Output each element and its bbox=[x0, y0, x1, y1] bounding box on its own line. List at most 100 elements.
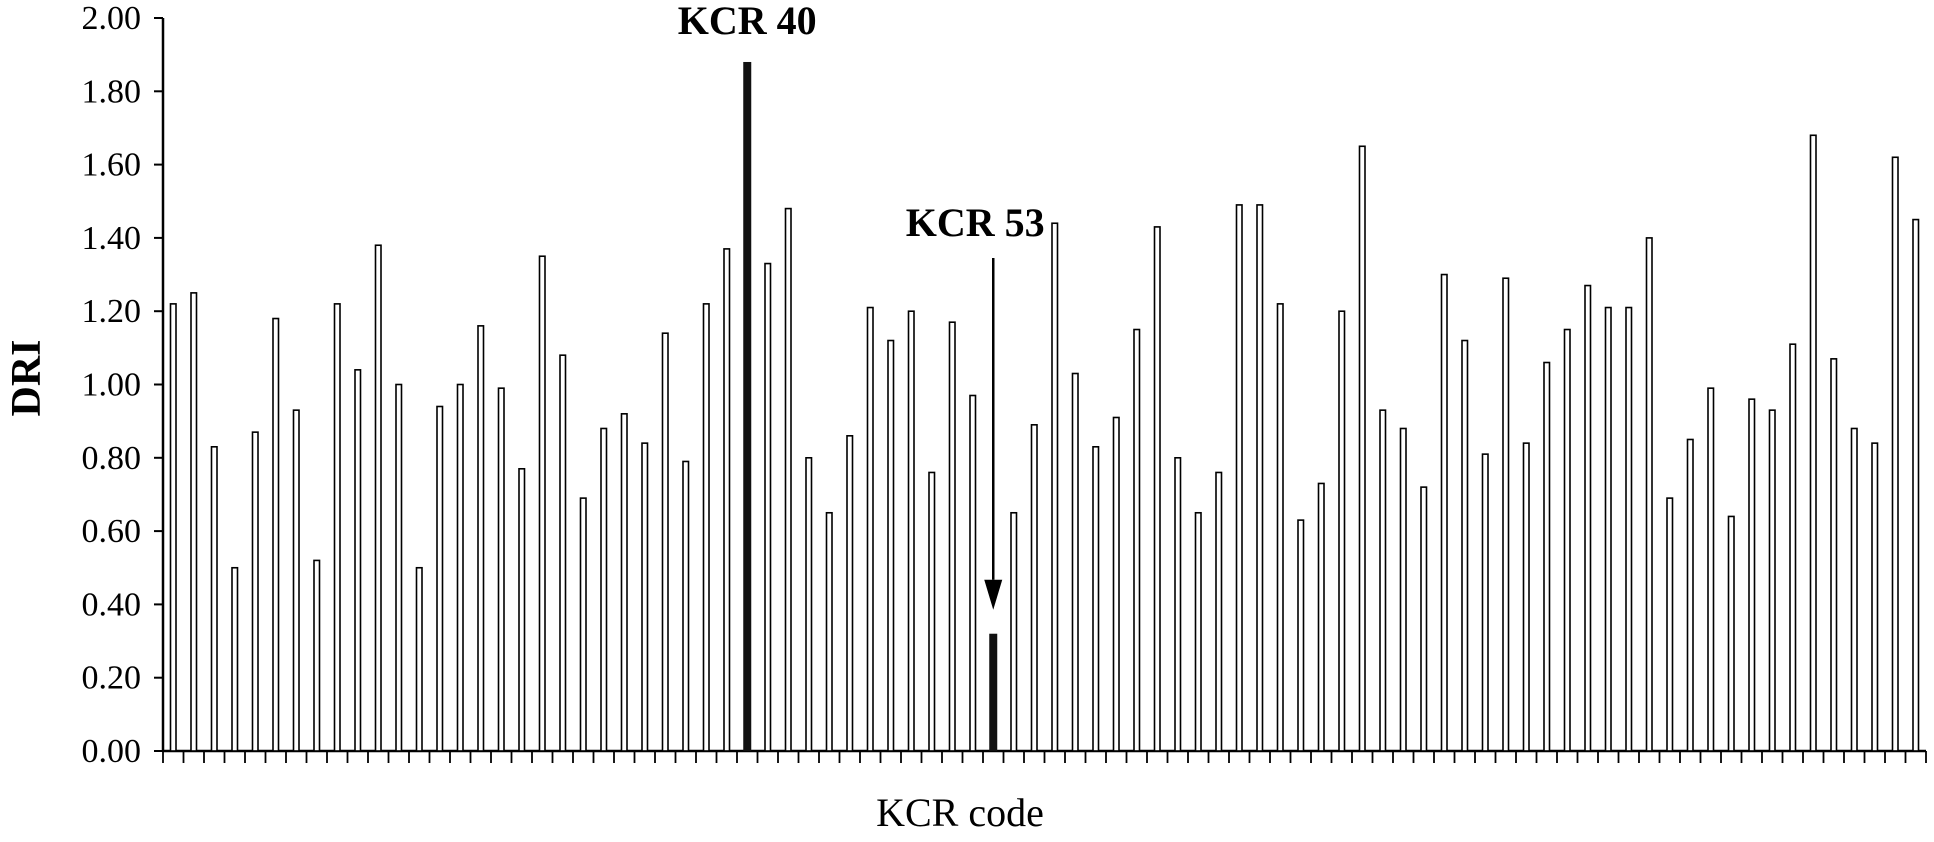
bar bbox=[1399, 427, 1407, 752]
bar bbox=[1748, 398, 1756, 752]
y-tick-label: 0.40 bbox=[82, 586, 142, 623]
y-tick-label: 1.40 bbox=[82, 220, 142, 257]
bar bbox=[1215, 471, 1223, 752]
bar bbox=[1256, 204, 1264, 752]
bar bbox=[702, 303, 710, 752]
x-axis bbox=[162, 749, 1927, 763]
annotation-label: KCR 40 bbox=[678, 0, 817, 43]
bar bbox=[1850, 427, 1858, 752]
bar bbox=[1461, 339, 1469, 752]
bar bbox=[907, 310, 915, 752]
bars bbox=[169, 61, 1920, 752]
bar bbox=[1707, 387, 1715, 752]
bar bbox=[1071, 372, 1079, 752]
bar bbox=[272, 317, 280, 752]
bar bbox=[354, 369, 362, 752]
bar bbox=[1297, 519, 1305, 752]
bar bbox=[1625, 306, 1633, 752]
y-tick-label: 1.20 bbox=[82, 293, 142, 330]
bar bbox=[969, 394, 977, 752]
y-tick-label: 1.00 bbox=[82, 367, 142, 404]
bar bbox=[1112, 416, 1120, 752]
y-tick-label: 0.60 bbox=[82, 513, 142, 550]
bar bbox=[1563, 328, 1571, 752]
bar bbox=[190, 292, 198, 752]
y-tick-label: 0.80 bbox=[82, 440, 142, 477]
bar bbox=[1379, 409, 1387, 752]
bar bbox=[846, 435, 854, 752]
y-tick-label: 0.20 bbox=[82, 660, 142, 697]
annotation-label: KCR 53 bbox=[906, 200, 1045, 245]
bar bbox=[1420, 486, 1428, 752]
bar bbox=[1789, 343, 1797, 752]
bar bbox=[620, 413, 628, 752]
bar bbox=[784, 207, 792, 752]
bar bbox=[374, 244, 382, 752]
bar bbox=[1871, 442, 1879, 752]
bar bbox=[1317, 482, 1325, 752]
bar bbox=[1133, 328, 1141, 752]
bar bbox=[1051, 222, 1059, 752]
y-tick-label: 2.00 bbox=[82, 0, 142, 37]
bar bbox=[1666, 497, 1674, 752]
bar bbox=[600, 427, 608, 752]
bar bbox=[1440, 273, 1448, 752]
bar bbox=[251, 431, 259, 752]
bar bbox=[333, 303, 341, 752]
bar bbox=[292, 409, 300, 752]
x-axis-title: KCR code bbox=[876, 790, 1044, 835]
annotations: KCR 40 KCR 53 bbox=[678, 0, 1045, 610]
bar bbox=[661, 332, 669, 752]
bar bbox=[1604, 306, 1612, 752]
bar bbox=[456, 383, 464, 752]
bar bbox=[1686, 438, 1694, 752]
y-axis: 0.00 0.20 0.40 0.60 0.80 1.00 1.20 1.40 1.60 1.80… bbox=[82, 0, 165, 770]
bar bbox=[395, 383, 403, 752]
bar bbox=[1194, 511, 1202, 752]
bar bbox=[1522, 442, 1530, 752]
bar bbox=[1502, 277, 1510, 752]
y-tick-label: 0.00 bbox=[82, 733, 142, 770]
bar bbox=[1891, 156, 1899, 752]
bar bbox=[1727, 515, 1735, 752]
bar bbox=[1481, 453, 1489, 752]
bar bbox=[1645, 237, 1653, 752]
bar bbox=[231, 566, 239, 752]
bar bbox=[518, 467, 526, 752]
bar bbox=[1276, 303, 1284, 752]
y-axis-title: DRI bbox=[4, 339, 50, 416]
bar bbox=[1358, 145, 1366, 752]
bar bbox=[415, 566, 423, 752]
bar bbox=[169, 303, 177, 752]
annotation-arrow-head bbox=[984, 579, 1003, 610]
bar bbox=[764, 262, 772, 752]
bar bbox=[436, 405, 444, 752]
bar-highlighted bbox=[743, 61, 752, 752]
bar bbox=[1338, 310, 1346, 752]
bar bbox=[641, 442, 649, 752]
bar bbox=[1030, 424, 1038, 752]
bar bbox=[1174, 456, 1182, 752]
bar bbox=[538, 255, 546, 752]
bar bbox=[1584, 284, 1592, 752]
bar bbox=[1543, 361, 1551, 752]
y-tick-label: 1.60 bbox=[82, 147, 142, 184]
bar bbox=[948, 321, 956, 752]
bar bbox=[723, 248, 731, 752]
bar bbox=[1830, 358, 1838, 752]
bar bbox=[1912, 218, 1920, 752]
bar bbox=[210, 446, 218, 752]
bar bbox=[559, 354, 567, 752]
bar bbox=[497, 387, 505, 752]
bar bbox=[887, 339, 895, 752]
bar bbox=[866, 306, 874, 752]
bar bbox=[928, 471, 936, 752]
bar bbox=[1153, 226, 1161, 752]
bar bbox=[1010, 511, 1018, 752]
bar bbox=[1768, 409, 1776, 752]
bar bbox=[825, 511, 833, 752]
bar bbox=[1235, 204, 1243, 752]
bar bbox=[579, 497, 587, 752]
y-tick-label: 1.80 bbox=[82, 73, 142, 110]
